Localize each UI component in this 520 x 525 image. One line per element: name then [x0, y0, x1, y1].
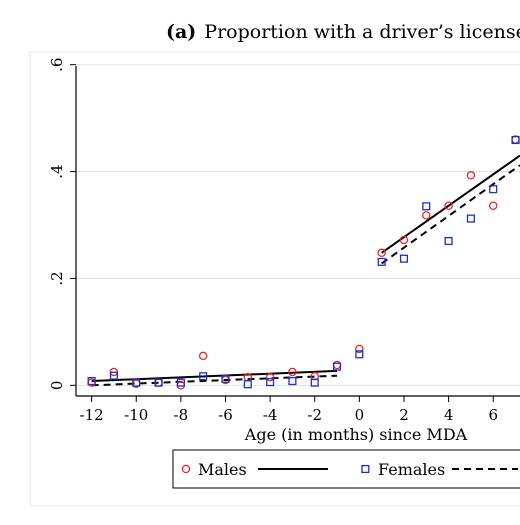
- x-tick-label: -4: [263, 406, 278, 424]
- x-tick-label: -8: [174, 406, 189, 424]
- male-point: [377, 248, 386, 258]
- chart-title-main: Proportion with a driver’s license: [204, 21, 520, 43]
- x-tick-label: 4: [444, 406, 454, 424]
- female-point: [310, 378, 319, 387]
- female-point: [422, 202, 431, 211]
- female-point: [466, 214, 475, 223]
- x-tick-label: 6: [488, 406, 498, 424]
- legend: Males Females: [172, 449, 520, 489]
- male-point: [198, 351, 208, 361]
- axes: 0 .2 .4 .6 -12 -10 -8 -6 -4 -2 0 2 4 6: [48, 58, 520, 424]
- female-point: [377, 257, 386, 266]
- x-axis-label: Age (in months) since MDA: [244, 425, 468, 444]
- legend-females-label: Females: [378, 460, 445, 479]
- grid-lines: [76, 64, 520, 386]
- legend-box: [172, 449, 520, 489]
- female-point: [243, 380, 252, 389]
- data-points: [87, 135, 520, 390]
- chart-title-prefix: (a): [166, 21, 196, 43]
- female-point: [288, 376, 297, 386]
- male-point: [422, 211, 431, 220]
- female-point: [444, 236, 453, 246]
- male-point: [288, 367, 297, 377]
- legend-male-marker: [181, 464, 191, 474]
- fit-lines: [91, 154, 520, 387]
- x-tick-label: 2: [399, 406, 409, 424]
- y-tick-label: .2: [48, 271, 66, 285]
- female-point: [87, 376, 96, 386]
- x-tick-label: -10: [124, 406, 148, 424]
- chart-title: (a) Proportion with a driver’s license: [166, 21, 520, 43]
- female-point: [199, 372, 208, 381]
- x-tick-label: -2: [307, 406, 322, 424]
- y-tick-label: 0: [48, 381, 66, 391]
- female-point: [221, 374, 230, 383]
- female-point: [176, 378, 185, 387]
- male-point: [488, 201, 498, 211]
- female-point: [399, 254, 409, 263]
- x-tick-label: 0: [355, 406, 365, 424]
- female-point: [154, 378, 163, 387]
- female-point: [132, 378, 141, 387]
- male-point: [265, 373, 275, 382]
- female-point: [355, 350, 364, 359]
- female-point: [266, 378, 275, 387]
- x-tick-label: -12: [80, 406, 104, 424]
- y-tick-label: .4: [48, 164, 66, 178]
- female-point: [109, 371, 118, 380]
- female-point: [511, 135, 520, 145]
- fit-line-segment: [381, 164, 520, 265]
- plot-region-frame: [29, 51, 520, 507]
- female-point: [332, 362, 342, 371]
- legend-female-marker: [361, 464, 370, 474]
- male-point: [355, 344, 364, 354]
- female-point: [489, 185, 498, 194]
- male-point: [444, 201, 453, 211]
- legend-males-label: Males: [198, 460, 247, 479]
- male-point: [332, 360, 342, 370]
- y-tick-label: .6: [48, 58, 66, 72]
- male-point: [466, 171, 476, 180]
- x-tick-label: -6: [218, 406, 233, 424]
- male-point: [399, 235, 409, 245]
